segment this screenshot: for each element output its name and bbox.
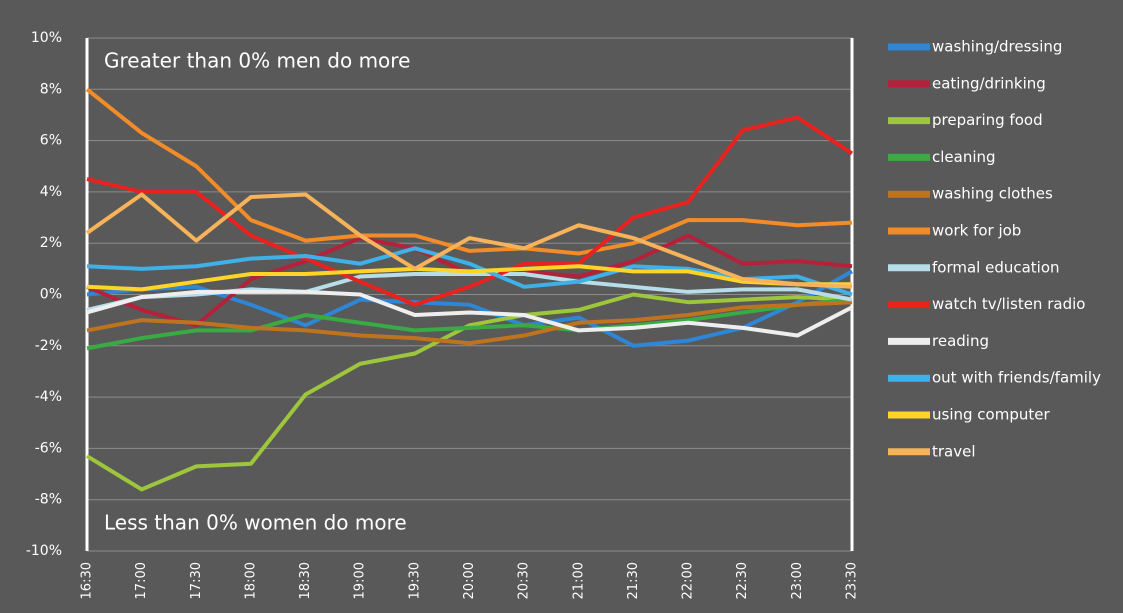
series-line bbox=[85, 192, 853, 289]
legend-label: using computer bbox=[932, 406, 1050, 424]
series-line bbox=[86, 246, 853, 297]
y-tick-label: -10% bbox=[26, 543, 62, 559]
x-tick-label: 17:30 bbox=[189, 562, 204, 599]
x-tick-label: 19:00 bbox=[353, 562, 368, 599]
series-line bbox=[85, 87, 853, 256]
x-tick-label: 22:00 bbox=[681, 562, 696, 599]
x-tick-label: 22:30 bbox=[735, 562, 750, 599]
y-tick-label: -8% bbox=[35, 492, 62, 508]
series-line bbox=[86, 289, 853, 338]
annotation: Less than 0% women do more bbox=[104, 511, 407, 535]
y-tick-label: 8% bbox=[40, 81, 62, 97]
x-tick-label: 18:00 bbox=[243, 562, 258, 599]
x-tick-label: 16:30 bbox=[80, 562, 95, 599]
legend-label: reading bbox=[932, 332, 989, 350]
legend-label: out with friends/family bbox=[932, 369, 1101, 387]
y-tick-label: 4% bbox=[40, 184, 62, 200]
y-tick-label: 6% bbox=[40, 133, 62, 149]
legend-label: preparing food bbox=[932, 111, 1043, 129]
y-tick-label: -4% bbox=[35, 389, 62, 405]
series-line bbox=[86, 115, 854, 307]
x-tick-label: 23:30 bbox=[845, 562, 860, 599]
y-tick-label: -6% bbox=[35, 440, 62, 456]
legend-label: work for job bbox=[932, 222, 1021, 240]
x-tick-label: 18:30 bbox=[298, 562, 313, 599]
legend-label: washing/dressing bbox=[932, 38, 1062, 56]
series-line bbox=[86, 297, 853, 351]
legend-label: eating/drinking bbox=[932, 74, 1046, 92]
x-tick-label: 17:00 bbox=[134, 562, 149, 599]
y-tick-label: -2% bbox=[35, 338, 62, 354]
x-tick-label: 21:00 bbox=[571, 562, 586, 599]
y-tick-label: 10% bbox=[31, 30, 62, 46]
legend-label: watch tv/listen radio bbox=[932, 295, 1085, 313]
series-line bbox=[86, 300, 853, 346]
legend-label: washing clothes bbox=[932, 185, 1053, 203]
x-tick-label: 23:00 bbox=[790, 562, 805, 599]
x-tick-label: 20:00 bbox=[462, 562, 477, 599]
x-tick-label: 20:30 bbox=[517, 562, 532, 599]
series-line bbox=[85, 292, 853, 492]
x-tick-label: 21:30 bbox=[626, 562, 641, 599]
legend-label: formal education bbox=[932, 258, 1060, 276]
y-tick-label: 0% bbox=[40, 287, 62, 303]
x-tick-label: 19:30 bbox=[407, 562, 422, 599]
y-tick-label: 2% bbox=[40, 235, 62, 251]
annotation: Greater than 0% men do more bbox=[104, 49, 410, 73]
legend-label: cleaning bbox=[932, 148, 996, 166]
legend-label: travel bbox=[932, 442, 976, 460]
series-line bbox=[86, 264, 852, 292]
